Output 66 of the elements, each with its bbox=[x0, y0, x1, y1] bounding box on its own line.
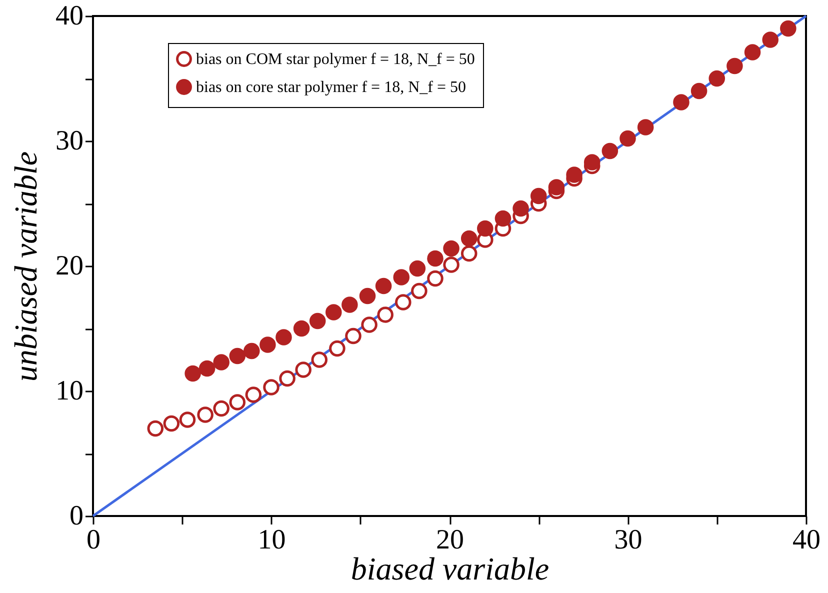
point bbox=[530, 188, 547, 204]
point bbox=[179, 412, 196, 428]
x-tick-label: 10 bbox=[258, 524, 286, 556]
point bbox=[293, 320, 310, 337]
point bbox=[673, 94, 690, 110]
point bbox=[409, 260, 426, 277]
y-axis-title: unbiased variable bbox=[8, 151, 44, 382]
point bbox=[443, 240, 460, 257]
point bbox=[494, 210, 512, 227]
point bbox=[229, 348, 246, 364]
y-tick-label: 10 bbox=[56, 376, 84, 406]
y-tick-label: 20 bbox=[56, 250, 84, 282]
point bbox=[726, 58, 743, 74]
point bbox=[744, 44, 761, 60]
point bbox=[393, 269, 410, 286]
point bbox=[260, 336, 276, 353]
x-tick-label: 40 bbox=[792, 524, 820, 556]
point bbox=[708, 70, 726, 87]
point bbox=[427, 270, 444, 287]
point bbox=[359, 288, 376, 304]
point bbox=[361, 316, 378, 333]
point bbox=[163, 415, 180, 432]
point bbox=[279, 370, 296, 387]
point bbox=[460, 230, 478, 247]
point bbox=[637, 119, 654, 136]
point bbox=[213, 354, 230, 370]
x-tick-label: 30 bbox=[614, 524, 642, 556]
point bbox=[477, 220, 494, 237]
point bbox=[395, 294, 412, 310]
point bbox=[329, 340, 346, 357]
point bbox=[427, 250, 444, 267]
point bbox=[245, 386, 262, 403]
point bbox=[229, 394, 246, 410]
point bbox=[184, 365, 201, 382]
point bbox=[342, 296, 358, 313]
point bbox=[276, 329, 292, 346]
point bbox=[584, 154, 600, 170]
point bbox=[213, 400, 230, 417]
point bbox=[377, 306, 394, 323]
point bbox=[345, 328, 362, 344]
point bbox=[762, 32, 778, 48]
legend-label: bias on core star polymer f = 18, N_f = 50 bbox=[196, 79, 466, 96]
point bbox=[460, 245, 478, 262]
point bbox=[311, 352, 328, 368]
legend-label: bias on COM star polymer f = 18, N_f = 50 bbox=[196, 51, 475, 68]
point bbox=[566, 166, 582, 183]
point bbox=[309, 312, 326, 330]
point bbox=[244, 342, 260, 360]
y-tick-label: 0 bbox=[70, 500, 84, 532]
y-tick-label: 30 bbox=[56, 126, 84, 156]
point bbox=[620, 130, 636, 147]
point bbox=[198, 360, 216, 377]
point bbox=[147, 420, 164, 437]
y-tick-label: 40 bbox=[56, 0, 84, 32]
point bbox=[197, 406, 214, 423]
point bbox=[690, 82, 708, 100]
point bbox=[443, 256, 460, 273]
point bbox=[263, 379, 280, 396]
point bbox=[548, 179, 565, 196]
point bbox=[411, 282, 428, 300]
point bbox=[602, 142, 618, 160]
point bbox=[512, 200, 529, 217]
point bbox=[325, 304, 342, 320]
point bbox=[375, 278, 392, 294]
point bbox=[780, 20, 796, 37]
point bbox=[295, 362, 312, 378]
